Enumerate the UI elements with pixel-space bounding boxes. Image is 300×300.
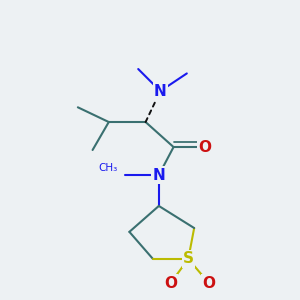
Text: O: O (164, 276, 177, 291)
Text: O: O (202, 276, 215, 291)
Text: N: N (154, 84, 167, 99)
Text: S: S (183, 251, 194, 266)
Text: CH₃: CH₃ (98, 163, 118, 173)
Text: O: O (198, 140, 211, 154)
Text: N: N (152, 167, 165, 182)
